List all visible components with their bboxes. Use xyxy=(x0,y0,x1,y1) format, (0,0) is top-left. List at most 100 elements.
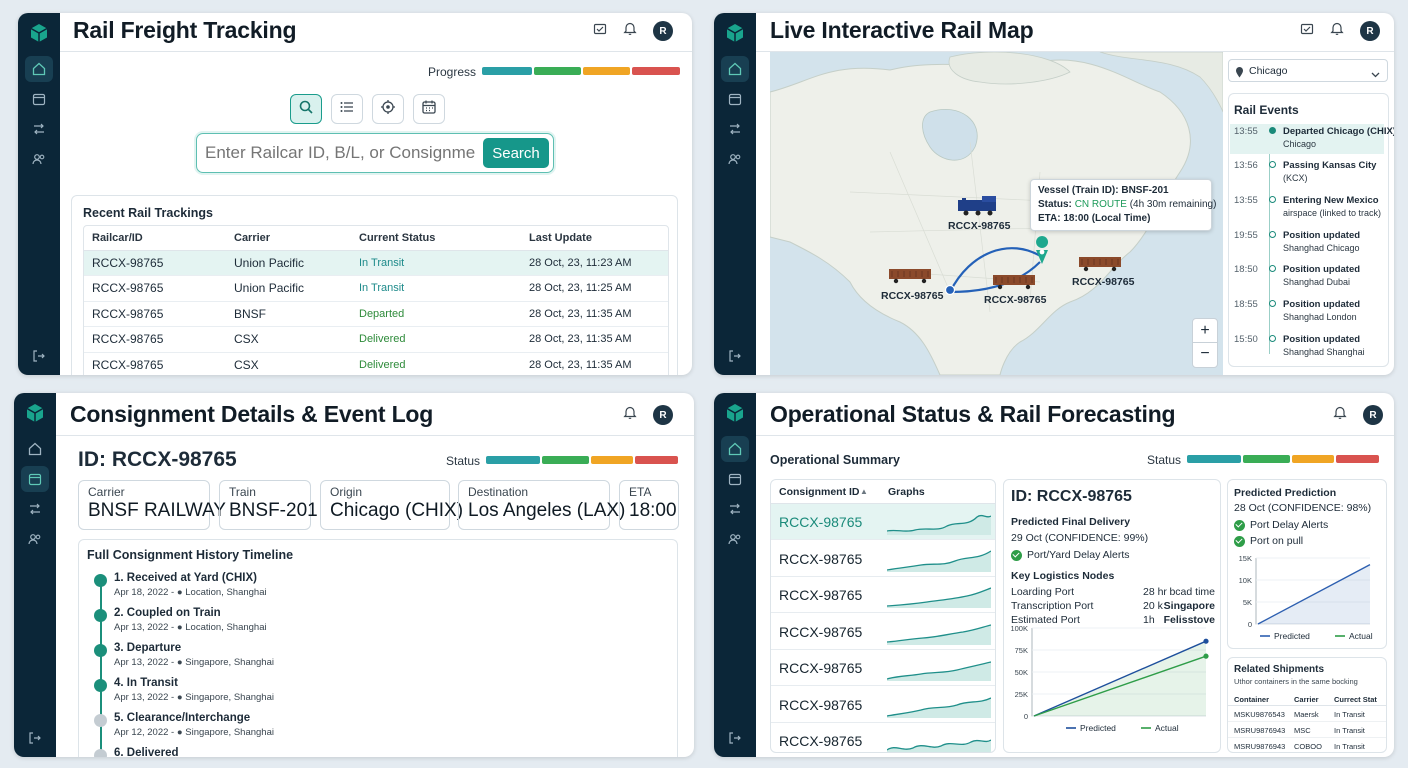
consignment-id: RCCX-98765 xyxy=(779,696,863,713)
transfer-icon[interactable] xyxy=(25,116,53,142)
location-select[interactable]: Chicago xyxy=(1228,59,1388,82)
calendar-icon[interactable] xyxy=(721,86,749,112)
mail-icon[interactable] xyxy=(1300,22,1314,41)
avatar[interactable]: R xyxy=(653,405,673,425)
train-marker[interactable] xyxy=(954,196,1002,216)
pfd-title: Predicted Final Delivery xyxy=(1011,516,1131,528)
calendar-icon[interactable] xyxy=(25,86,53,112)
logout-icon[interactable] xyxy=(714,731,756,745)
users-icon[interactable] xyxy=(25,146,53,172)
check-dot-icon xyxy=(94,574,107,587)
table-row[interactable]: RCCX-98765 Union Pacific In Transit 28 Oct,… xyxy=(84,275,668,302)
column-header[interactable]: Container xyxy=(1234,695,1270,704)
consignment-row[interactable]: RCCX-98765 xyxy=(771,650,995,686)
railcar-label: RCCX-98765 xyxy=(881,290,944,302)
node-row: Transcription Port 20 k Singapore xyxy=(1011,599,1215,613)
sort-icon[interactable]: ▲ xyxy=(860,487,868,496)
consignment-row[interactable]: RCCX-98765 xyxy=(771,614,995,650)
bell-icon[interactable] xyxy=(1330,21,1344,41)
column-header[interactable]: Graphs xyxy=(888,486,925,498)
column-header[interactable]: Current Status xyxy=(359,226,529,251)
event-time: 13:55 xyxy=(1234,195,1258,206)
home-icon[interactable] xyxy=(721,56,749,82)
avatar[interactable]: R xyxy=(653,21,673,41)
consignment-row[interactable]: RCCX-98765 xyxy=(771,687,995,723)
date-mode-button[interactable] xyxy=(413,94,445,124)
legend-label: Actual xyxy=(1349,631,1373,641)
consignment-row[interactable]: RCCX-98765 xyxy=(771,541,995,577)
app-logo-icon xyxy=(724,22,746,44)
sparkline xyxy=(887,549,991,572)
users-icon[interactable] xyxy=(21,526,49,552)
consignment-row[interactable]: RCCX-98765 xyxy=(771,577,995,613)
home-icon[interactable] xyxy=(21,436,49,462)
status-text: Delivered xyxy=(359,352,529,375)
logout-icon[interactable] xyxy=(14,731,56,745)
table-row[interactable]: MSRU9876943 COBOO In Transit xyxy=(1228,738,1386,752)
column-header[interactable]: Carrier xyxy=(1294,695,1319,704)
transfer-icon[interactable] xyxy=(21,496,49,522)
zoom-in-button[interactable]: + xyxy=(1193,319,1217,343)
consignment-row[interactable]: RCCX-98765 xyxy=(771,504,995,540)
carrier: Union Pacific xyxy=(234,250,359,276)
table-row[interactable]: MSRU9876943 MSC In Transit xyxy=(1228,722,1386,738)
related-subtitle: Uthor containers in the same bocking xyxy=(1234,677,1358,686)
table-row[interactable]: RCCX-98765 Union Pacific In Transit 28 Oct,… xyxy=(84,250,668,276)
railcar-id: RCCX-98765 xyxy=(84,275,234,302)
column-header[interactable]: Consignment ID xyxy=(779,486,860,498)
consignment-row[interactable]: RCCX-98765 xyxy=(771,723,995,752)
column-header[interactable]: Last Update xyxy=(529,226,668,251)
users-icon[interactable] xyxy=(721,146,749,172)
zoom-out-button[interactable]: − xyxy=(1200,345,1210,362)
railcar-marker[interactable] xyxy=(888,268,932,284)
field-value: Chicago (CHIX) xyxy=(330,500,464,521)
rail-map[interactable]: RCCX-98765 RCCX-98765 RCCX-98765 RCCX-98… xyxy=(770,52,1223,375)
search-box: Search xyxy=(196,133,554,173)
search-icon xyxy=(298,99,314,120)
event-time: 19:55 xyxy=(1234,230,1258,241)
list-mode-button[interactable] xyxy=(331,94,363,124)
bell-icon[interactable] xyxy=(623,405,637,425)
column-header[interactable]: Carrier xyxy=(234,226,359,251)
status-bar xyxy=(1187,455,1379,463)
table-row[interactable]: RCCX-98765 CSX Delivered 28 Oct, 23, 11:35 … xyxy=(84,326,668,353)
timeline-title: 5. Clearance/Interchange xyxy=(114,712,251,724)
bell-icon[interactable] xyxy=(623,21,637,41)
field-value: BNSF RAILWAY xyxy=(88,500,226,521)
home-icon[interactable] xyxy=(25,56,53,82)
consignment-id: RCCX-98765 xyxy=(779,623,863,640)
sparkline-line xyxy=(887,623,991,643)
series-line-actual xyxy=(1033,655,1207,717)
table-row[interactable]: RCCX-98765 BNSF Departed 28 Oct, 23, 11:35 … xyxy=(84,301,668,327)
logout-icon[interactable] xyxy=(18,349,60,363)
railcar-marker[interactable] xyxy=(1078,256,1122,272)
sparkline-area xyxy=(887,740,991,752)
carrier: COBOO xyxy=(1294,742,1322,751)
rail-events-title: Rail Events xyxy=(1234,103,1299,117)
logout-icon[interactable] xyxy=(714,349,756,363)
avatar[interactable]: R xyxy=(1360,21,1380,41)
search-mode-button[interactable] xyxy=(290,94,322,124)
column-header[interactable]: Currect Stat xyxy=(1334,695,1377,704)
detail-id: ID: RCCX-98765 xyxy=(1011,488,1132,505)
check-dot-icon xyxy=(94,679,107,692)
locate-mode-button[interactable] xyxy=(372,94,404,124)
transfer-icon[interactable] xyxy=(721,116,749,142)
bell-icon[interactable] xyxy=(1333,405,1347,425)
transfer-icon[interactable] xyxy=(721,496,749,522)
calendar-icon[interactable] xyxy=(21,466,49,492)
search-button[interactable]: Search xyxy=(483,138,549,168)
avatar[interactable]: R xyxy=(1363,405,1383,425)
column-header[interactable]: Railcar/ID xyxy=(84,226,234,251)
railcar-marker[interactable] xyxy=(992,274,1036,290)
users-icon[interactable] xyxy=(721,526,749,552)
mail-icon[interactable] xyxy=(593,22,607,41)
table-row[interactable]: MSKU9876543 Maersk In Transit xyxy=(1228,706,1386,722)
table-row[interactable]: RCCX-98765 CSX Delivered 28 Oct, 23, 11:35 … xyxy=(84,352,668,375)
calendar-icon[interactable] xyxy=(721,466,749,492)
event-detail: Shanghad Dubai xyxy=(1283,277,1351,287)
node-name: Transcription Port xyxy=(1011,600,1094,612)
search-input[interactable] xyxy=(205,138,475,168)
home-icon[interactable] xyxy=(721,436,749,462)
sparkline-line xyxy=(887,549,991,571)
